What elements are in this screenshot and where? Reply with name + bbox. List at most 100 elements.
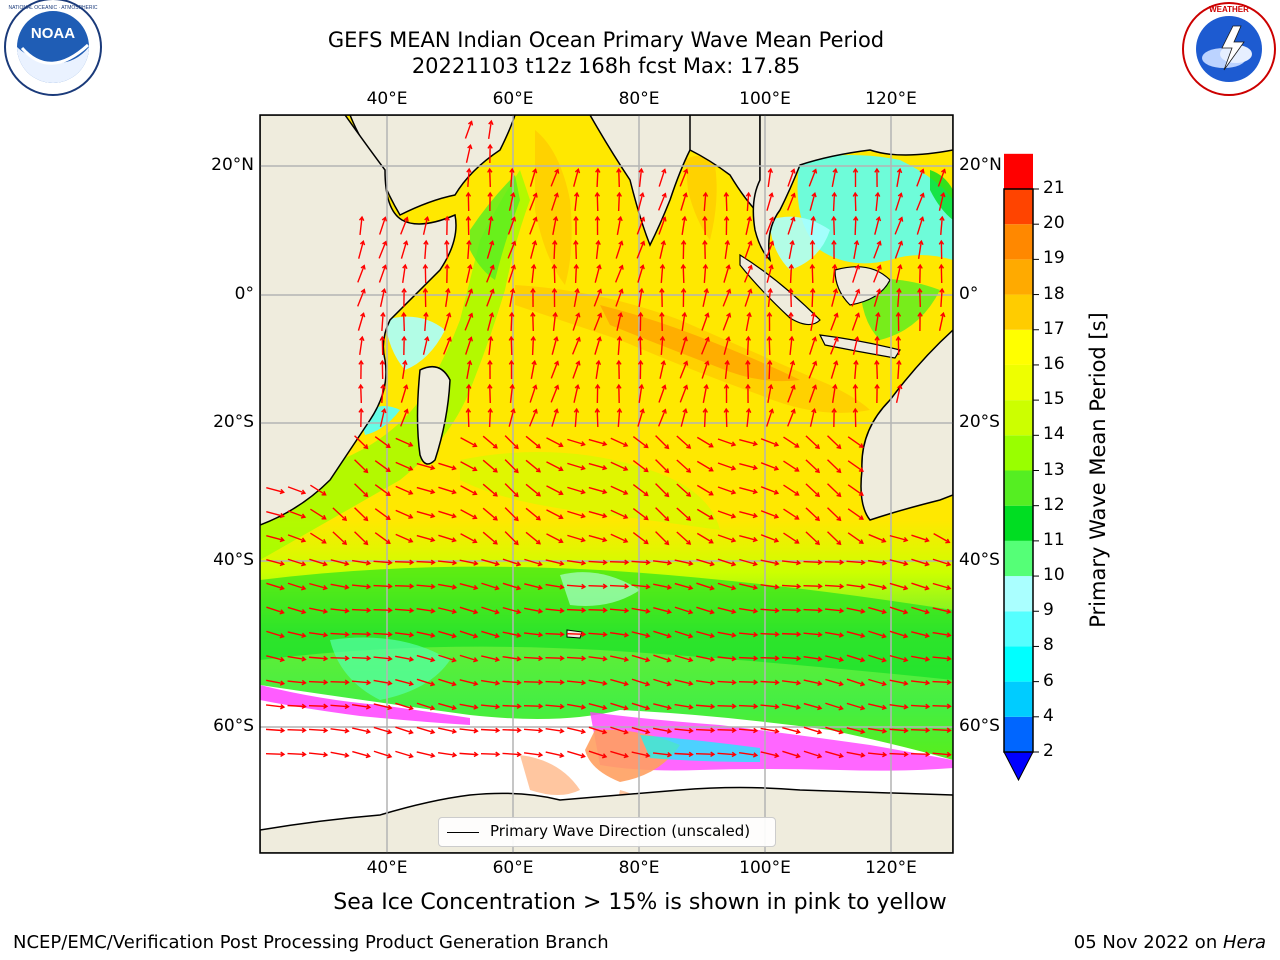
wave-direction-arrow [723, 264, 731, 283]
wave-direction-arrow [738, 679, 759, 685]
wave-direction-arrow [874, 216, 882, 235]
wave-direction-arrow [831, 407, 837, 428]
wave-direction-arrow [696, 460, 714, 472]
wave-direction-arrow [867, 751, 888, 758]
wave-direction-arrow [655, 459, 670, 474]
wave-direction-arrow [308, 703, 329, 709]
wave-direction-arrow [911, 606, 930, 615]
colorbar-tick-label: 19 [1043, 248, 1065, 269]
wave-direction-arrow [465, 336, 473, 355]
wave-direction-arrow [676, 531, 692, 545]
wave-direction-arrow [400, 408, 409, 427]
wave-direction-arrow [308, 727, 329, 734]
wave-direction-arrow [309, 607, 329, 614]
wave-direction-arrow [380, 311, 386, 332]
wave-direction-arrow [573, 215, 579, 236]
wave-direction-arrow [788, 360, 796, 379]
wave-direction-arrow [309, 558, 328, 567]
wave-direction-arrow [825, 726, 844, 735]
wave-direction-arrow [896, 359, 902, 380]
wave-direction-arrow [745, 311, 752, 331]
wave-direction-arrow [438, 654, 457, 663]
wave-direction-arrow [616, 407, 623, 428]
wave-direction-arrow [614, 264, 624, 283]
wave-direction-arrow [287, 631, 307, 639]
wave-direction-arrow [717, 510, 737, 519]
wave-direction-arrow [680, 408, 688, 427]
wave-direction-arrow [738, 703, 759, 710]
wave-direction-arrow [696, 655, 716, 662]
wave-direction-arrow [825, 702, 844, 711]
wave-direction-arrow [374, 460, 391, 473]
wave-direction-arrow [632, 460, 649, 473]
wave-direction-arrow [637, 359, 644, 380]
wave-direction-arrow [636, 216, 646, 235]
wave-direction-arrow [545, 559, 565, 567]
wave-direction-arrow [674, 679, 694, 687]
wave-direction-arrow [831, 167, 838, 187]
wave-direction-arrow [530, 335, 536, 356]
wave-direction-arrow [851, 312, 861, 331]
wave-direction-arrow [739, 534, 758, 543]
wave-direction-arrow [783, 436, 800, 448]
wave-direction-arrow [444, 287, 451, 308]
wave-direction-arrow [552, 311, 558, 332]
wave-direction-arrow [853, 239, 860, 259]
wave-direction-arrow [466, 359, 473, 379]
colorbar-swatch [1004, 224, 1033, 260]
wave-direction-arrow [265, 704, 286, 710]
wave-direction-arrow [552, 215, 559, 235]
wave-direction-arrow [745, 335, 752, 356]
wave-direction-arrow [631, 702, 651, 711]
wave-direction-arrow [308, 655, 329, 662]
wave-direction-arrow [831, 215, 837, 236]
wave-direction-arrow [394, 559, 415, 565]
wave-direction-arrow [400, 240, 409, 259]
wave-direction-arrow [805, 531, 821, 546]
wave-direction-arrow [766, 264, 774, 283]
wave-direction-arrow [573, 407, 580, 428]
wave-direction-arrow [681, 215, 688, 236]
wave-direction-arrow [676, 435, 692, 449]
wave-direction-arrow [739, 462, 758, 471]
wave-direction-arrow [655, 531, 670, 546]
wave-direction-arrow [373, 655, 393, 662]
wave-direction-arrow [508, 191, 516, 211]
wave-direction-arrow [652, 560, 673, 566]
wave-direction-arrow [378, 240, 388, 259]
wave-direction-arrow [588, 607, 608, 613]
wave-direction-arrow [809, 192, 817, 211]
wave-direction-arrow [351, 583, 372, 590]
wave-direction-arrow [766, 335, 773, 356]
sumatra-land [739, 253, 821, 326]
wave-direction-arrow [657, 408, 667, 427]
wave-direction-arrow [717, 727, 737, 733]
colorbar-underflow-triangle [1003, 751, 1034, 782]
madagascar-land [416, 365, 451, 465]
wave-direction-arrow [696, 436, 714, 448]
wave-direction-arrow [659, 263, 666, 284]
wave-direction-arrow [889, 727, 909, 734]
wave-direction-arrow [610, 702, 629, 711]
wave-direction-arrow [717, 656, 737, 662]
wave-direction-arrow [374, 508, 391, 521]
wave-direction-arrow [852, 407, 859, 428]
nws-logo: WEATHER [1178, 0, 1280, 106]
wave-direction-arrow [594, 336, 602, 355]
wave-direction-arrow [309, 582, 328, 591]
wave-direction-arrow [803, 607, 823, 614]
wave-direction-arrow [744, 288, 753, 307]
wave-direction-arrow [938, 239, 945, 260]
wave-direction-arrow [573, 191, 580, 212]
map-legend: Primary Wave Direction (unscaled) [438, 817, 776, 847]
colorbar-tick-label: 17 [1043, 318, 1065, 339]
wave-direction-arrow [933, 532, 951, 544]
wave-direction-arrow [766, 311, 773, 332]
wave-direction-arrow [481, 679, 501, 686]
wave-direction-arrow [416, 462, 436, 471]
wave-direction-arrow [781, 631, 802, 637]
wave-direction-arrow [464, 312, 474, 331]
wave-direction-arrow [631, 678, 651, 687]
wave-direction-arrow [566, 607, 587, 613]
wave-direction-arrow [674, 559, 694, 566]
